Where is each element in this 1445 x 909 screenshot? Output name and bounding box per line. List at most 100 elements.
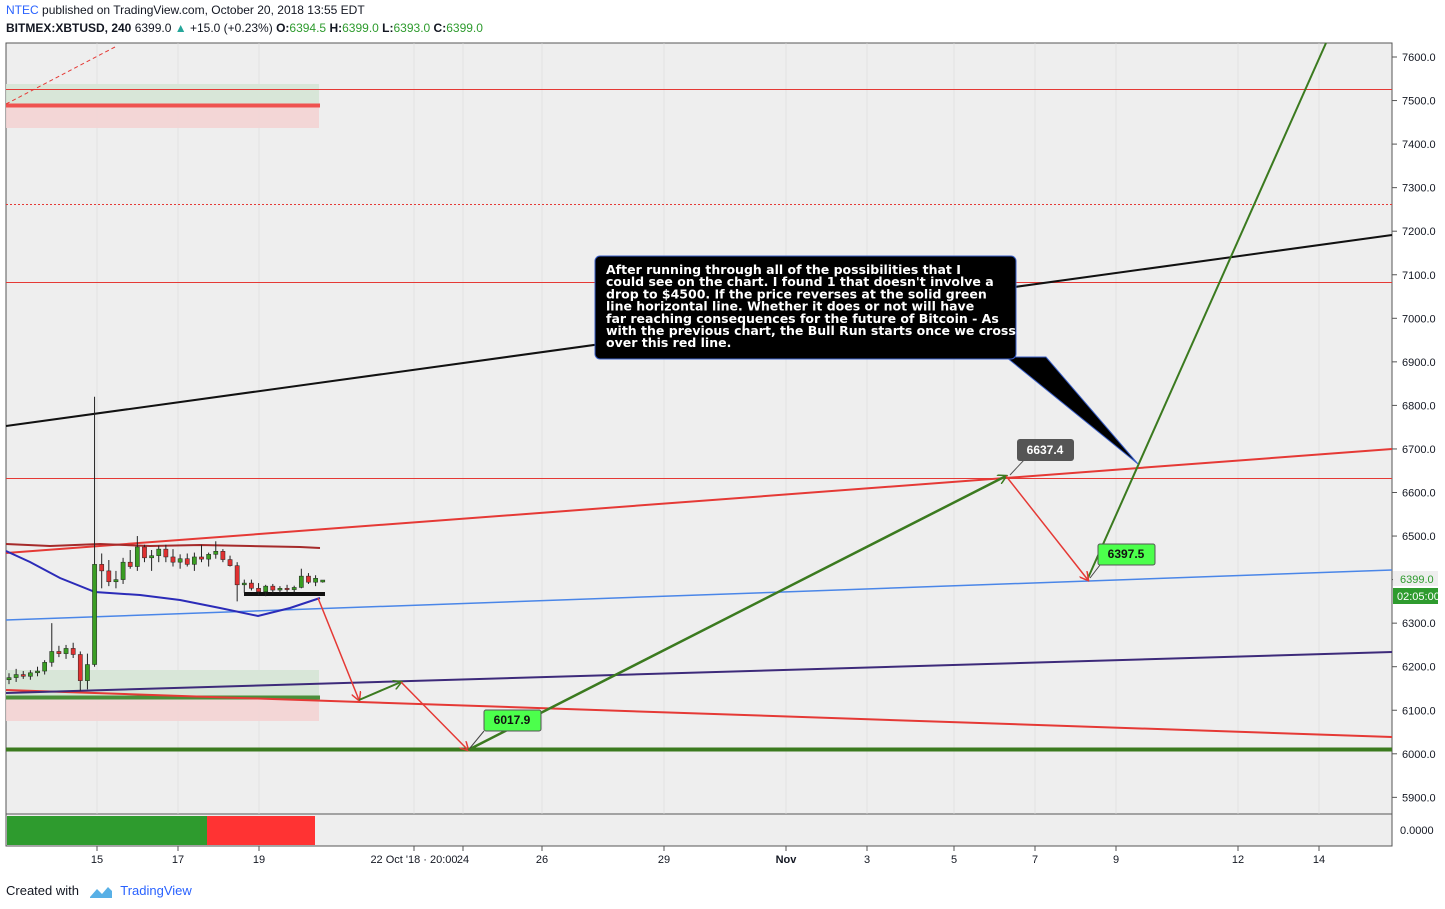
candle-body (120, 561, 126, 580)
open-value: 6394.5 (289, 21, 327, 35)
price-tick-label: 6100.0 (1402, 705, 1436, 717)
countdown-box (1393, 588, 1438, 604)
candle-body (35, 670, 40, 674)
last-price-box (1393, 571, 1438, 586)
moving-average-dark-red (5, 542, 321, 549)
price-tick-label: 6900.0 (1402, 357, 1436, 369)
price-tick-label: 7000.0 (1402, 313, 1436, 325)
candle-body (63, 648, 69, 654)
label-6637-text: 6637.4 (1027, 443, 1064, 457)
candle-body (106, 570, 112, 583)
price-tick-label: 6000.0 (1402, 749, 1436, 761)
time-tick-label: 17 (172, 854, 184, 866)
time-tick-label: 19 (253, 854, 265, 866)
candle-body (156, 548, 162, 556)
candle-body (6, 677, 12, 681)
candle-body (227, 559, 233, 566)
time-tick-label: 5 (951, 854, 957, 866)
candle-body (134, 546, 140, 567)
low-value: 6393.0 (393, 21, 431, 35)
annotation-callout[interactable]: After running through all of the possibi… (594, 255, 1139, 465)
label-6397-box (1097, 543, 1156, 566)
price-tick-label: 7100.0 (1402, 270, 1436, 282)
candle-body (277, 588, 283, 591)
close-value: 6399.0 (446, 21, 483, 35)
price-axis[interactable]: 7600.0 7500.0 7400.0 7300.0 7200.0 7100.0 7000… (1392, 52, 1436, 804)
label-6017-pointer (469, 730, 485, 749)
callout-line: could see on the chart. I found 1 that d… (606, 274, 994, 289)
trendline-red-upper[interactable] (5, 448, 1393, 554)
zone-red-top (6, 106, 319, 128)
price-tick-label: 7500.0 (1402, 96, 1436, 108)
candle-body (92, 564, 97, 665)
zone-red-bottom (6, 699, 319, 721)
indicator-bars (7, 816, 315, 845)
author-link[interactable]: NTEC (6, 3, 39, 17)
candle-body (20, 674, 26, 677)
label-6637[interactable]: 6637.4 (1009, 439, 1074, 476)
price-tick-label: 7300.0 (1402, 183, 1436, 195)
callout-line: over this red line. (606, 335, 731, 350)
high-value: 6399.0 (342, 21, 379, 35)
arrow-red-down-1 (317, 597, 359, 700)
callout-line: drop to $4500. If the price reverses at … (606, 286, 987, 301)
time-tick-label: Nov (776, 854, 798, 866)
candle-body (220, 551, 226, 560)
trendline-red-lower[interactable] (5, 689, 1393, 738)
projection-labels: 6637.4 6397.5 6017.9 (469, 439, 1156, 749)
price-tick-label: 6600.0 (1402, 488, 1436, 500)
label-6017[interactable]: 6017.9 (469, 709, 542, 749)
candle-body (241, 582, 247, 586)
price-change: +15.0 (+0.23%) (189, 21, 273, 35)
candle-body (170, 556, 176, 563)
candle-body (28, 672, 33, 677)
time-tick-label: 22 Oct '18 · 20:00 (370, 854, 457, 866)
projection-arrows (317, 476, 1088, 752)
candle-body (49, 651, 55, 663)
label-6397[interactable]: 6397.5 (1089, 543, 1156, 579)
candle-body (142, 546, 147, 559)
price-tick-label: 7400.0 (1402, 139, 1436, 151)
candle-body (113, 579, 119, 583)
price-tick-label: 6300.0 (1402, 618, 1436, 630)
time-tick-label: 26 (536, 854, 548, 866)
tradingview-link[interactable]: TradingView (120, 883, 192, 898)
arrow-red-down-2 (400, 681, 468, 750)
label-6637-pointer (1009, 459, 1025, 476)
candle-body (263, 585, 269, 593)
candle-body (42, 662, 47, 672)
candle-body (320, 579, 326, 583)
last-price-tag: 6399.0 02:05:00 0.0000 (1393, 571, 1440, 837)
arrow-green-up-2 (467, 476, 1006, 752)
candle-body (298, 575, 304, 588)
candle-body (206, 554, 211, 560)
tradingview-logo-icon[interactable] (89, 885, 113, 899)
symbol-info: BITMEX:XBTUSD, 240 6399.0 ▲ +15.0 (+0.23… (6, 21, 483, 35)
price-tick-label: 5900.0 (1402, 792, 1436, 804)
candle-body (306, 575, 311, 583)
created-with-text: Created with (6, 883, 79, 898)
label-6017-text: 6017.9 (494, 713, 531, 727)
time-tick-label: 7 (1032, 854, 1038, 866)
candle-body (149, 555, 154, 559)
candle-body (70, 648, 76, 655)
candle-body (192, 556, 197, 565)
candle-body (77, 654, 83, 681)
trendline-green-breakout[interactable] (1087, 42, 1327, 579)
publish-info: NTEC published on TradingView.com, Octob… (6, 3, 365, 17)
trendline-purple[interactable] (5, 651, 1393, 694)
time-tick-label: 12 (1232, 854, 1244, 866)
candle-body (163, 548, 169, 558)
footer: Created with TradingView (6, 883, 192, 899)
candle-body (127, 561, 133, 567)
gridlines (96, 43, 1320, 814)
callout-line: line horizontal line. Whether it does or… (606, 299, 974, 314)
time-axis[interactable]: 15 17 19 22 Oct '18 · 20:00 24 26 29 Nov 3 5 7 9 12 1… (91, 846, 1325, 866)
callout-line: with the previous chart, the Bull Run st… (606, 323, 1016, 338)
candle-body (313, 578, 318, 583)
candle-body (199, 556, 204, 560)
callout-text: After running through all of the possibi… (606, 262, 1016, 350)
open-label: O: (276, 21, 290, 35)
label-6397-text: 6397.5 (1108, 547, 1145, 561)
